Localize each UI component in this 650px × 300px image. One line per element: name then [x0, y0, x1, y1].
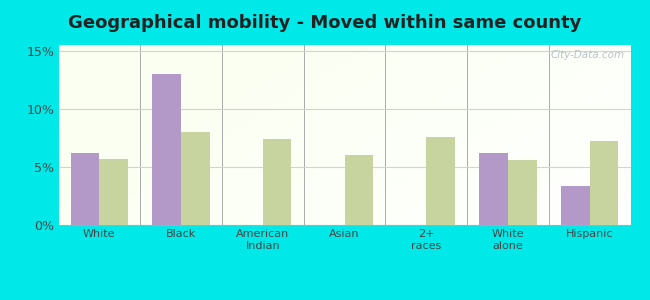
Text: Geographical mobility - Moved within same county: Geographical mobility - Moved within sam… — [68, 14, 582, 32]
Bar — [344, 155, 373, 225]
Bar — [590, 141, 618, 225]
Bar — [263, 139, 291, 225]
Bar — [426, 137, 455, 225]
Bar — [561, 185, 590, 225]
Bar — [153, 74, 181, 225]
Bar — [508, 160, 536, 225]
Bar — [479, 153, 508, 225]
Bar — [71, 153, 99, 225]
Bar — [99, 159, 128, 225]
Text: City-Data.com: City-Data.com — [551, 50, 625, 60]
Bar — [181, 132, 210, 225]
